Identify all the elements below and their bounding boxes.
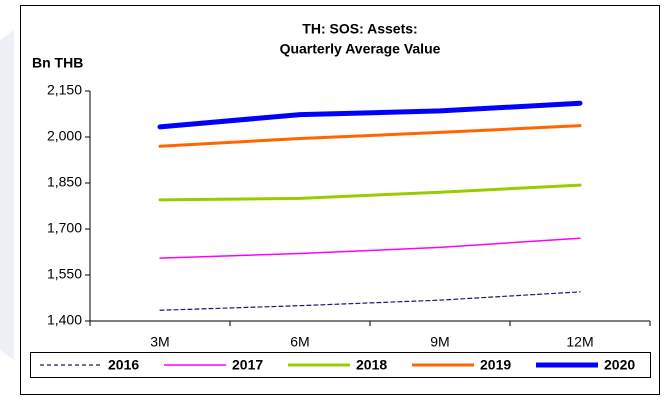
series-line	[159, 291, 581, 311]
x-tick-label: 9M	[430, 334, 449, 350]
y-tick-label: 1,550	[47, 266, 82, 282]
legend-label: 2018	[356, 357, 387, 373]
decoration	[0, 30, 14, 360]
y-axis-label: Bn THB	[32, 55, 83, 71]
legend-label: 2020	[604, 357, 635, 373]
chart-title: TH: SOS: Assets:	[302, 21, 417, 37]
x-tick-label: 12M	[566, 334, 593, 350]
series-line	[158, 124, 582, 148]
series-line	[158, 183, 582, 202]
series-line	[159, 237, 581, 259]
x-tick-label: 6M	[290, 334, 309, 350]
y-tick-label: 1,850	[47, 174, 82, 190]
legend-label: 2016	[108, 357, 139, 373]
series-line	[157, 100, 583, 130]
x-tick-label: 3M	[150, 334, 169, 350]
legend-label: 2017	[232, 357, 263, 373]
chart-frame	[20, 5, 660, 395]
chart-title: Quarterly Average Value	[280, 41, 441, 57]
y-tick-label: 2,000	[47, 128, 82, 144]
y-tick-label: 1,400	[47, 312, 82, 328]
y-tick-label: 2,150	[47, 82, 82, 98]
y-tick-label: 1,700	[47, 220, 82, 236]
legend-label: 2019	[480, 357, 511, 373]
